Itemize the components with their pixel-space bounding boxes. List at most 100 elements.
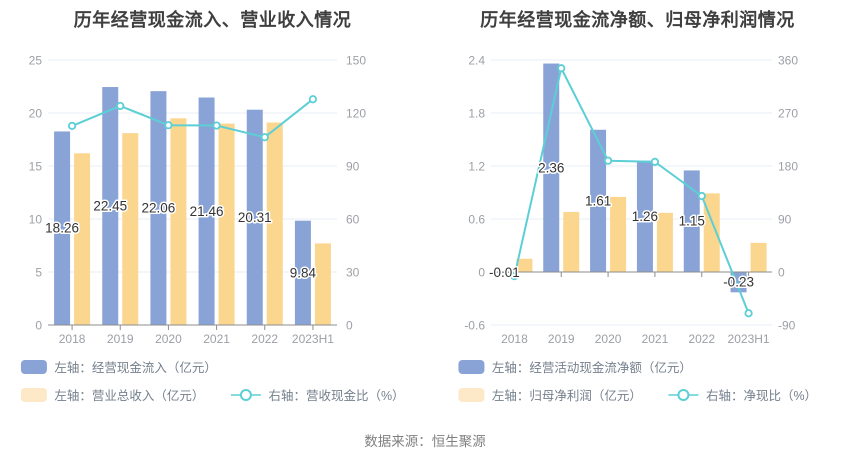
right-axis-tick-label: 120 <box>346 107 366 121</box>
data-source-caption: 数据来源：恒生聚源 <box>364 434 486 449</box>
value-labels: -0.01 2.36 1.61 1.26 1.15 -0.23 <box>488 159 756 291</box>
blue-bar <box>198 97 215 325</box>
line-point-marker <box>67 121 77 130</box>
left-axis-tick-label: 10 <box>29 213 43 227</box>
bar-value-label: 1.26 <box>632 209 658 224</box>
line-point-marker <box>308 95 318 104</box>
bar-value-label: 22.45 <box>93 199 127 214</box>
legend-item-cash-inflow[interactable]: 左轴：经营现金流入（亿元） <box>20 357 217 376</box>
gridlines: 2.4 360 1.8 270 1.2 180 0.6 90 0 0 -0.6 -90 <box>464 54 798 333</box>
bar-value-label: -0.01 <box>489 265 520 280</box>
yellow-swatch-icon <box>20 387 47 402</box>
line-point-marker <box>650 157 660 166</box>
ratio-line <box>513 67 750 314</box>
ratio-line-series <box>510 64 753 318</box>
legend-item-total-revenue[interactable]: 左轴：营业总收入（亿元） <box>20 385 204 404</box>
left-axis-tick-label: 0 <box>478 266 485 280</box>
line-point-marker <box>212 121 221 130</box>
line-point-marker <box>260 133 269 142</box>
yellow-bar <box>516 258 533 272</box>
category-label: 2018 <box>59 332 86 346</box>
category-label: 2020 <box>595 332 622 346</box>
yellow-bar <box>170 118 187 325</box>
right-axis-tick-label: 180 <box>778 160 798 174</box>
blue-bar-series <box>54 87 311 326</box>
category-label: 2019 <box>548 332 575 346</box>
right-axis-tick-label: -90 <box>778 319 796 333</box>
bar-value-label: 22.06 <box>142 201 176 216</box>
bar-value-label: 9.84 <box>290 265 317 280</box>
bar-value-label: 21.46 <box>190 204 224 219</box>
legend-label: 左轴：经营活动现金流净额（亿元） <box>491 361 692 375</box>
yellow-bar <box>218 123 235 325</box>
legend-item-net-cash-ratio[interactable]: 右轴：净现比（%） <box>667 385 817 404</box>
category-axis: 2018 2019 2020 2021 2022 2023H1 <box>491 271 772 346</box>
category-label: 2020 <box>155 332 182 346</box>
right-axis-tick-label: 90 <box>346 160 360 174</box>
category-label: 2023H1 <box>728 332 770 346</box>
blue-swatch-icon <box>20 359 47 374</box>
yellow-bar <box>266 122 283 325</box>
blue-bar <box>590 129 607 272</box>
right-chart-legend: 左轴：经营活动现金流净额（亿元） 左轴：归母净利润（亿元） 右轴：净现比（%） <box>457 357 817 404</box>
yellow-bar <box>563 211 580 272</box>
blue-bar <box>150 91 167 325</box>
line-point-marker <box>744 309 753 318</box>
value-labels: 18.26 22.45 22.06 21.46 20.31 9.84 <box>44 197 318 282</box>
category-label: 2019 <box>107 332 134 346</box>
yellow-bar <box>656 212 673 272</box>
legend-row: 左轴：经营活动现金流净额（亿元） <box>457 357 817 376</box>
right-axis-tick-label: 360 <box>778 54 798 68</box>
left-chart-legend: 左轴：经营现金流入（亿元） 左轴：营业总收入（亿元） 右轴：营收现金比（%） <box>20 357 405 404</box>
bar-value-label: 1.15 <box>679 214 705 229</box>
bar-value-label: 2.36 <box>538 160 564 175</box>
category-axis: 2018 2019 2020 2021 2022 2023H1 <box>48 324 337 346</box>
right-axis-tick-label: 150 <box>346 54 366 68</box>
blue-swatch-icon <box>457 359 484 374</box>
blue-bar <box>543 63 560 273</box>
ratio-line-series <box>67 95 318 142</box>
left-chart-title: 历年经营现金流入、营业收入情况 <box>73 10 352 30</box>
legend-row: 左轴：营业总收入（亿元） 右轴：营收现金比（%） <box>20 385 405 404</box>
bar-value-label: 20.31 <box>238 210 272 225</box>
yellow-swatch-icon <box>457 387 484 402</box>
right-axis-tick-label: 30 <box>346 266 360 280</box>
right-axis-tick-label: 0 <box>778 266 785 280</box>
left-chart-panel: 历年经营现金流入、营业收入情况 25 150 20 120 15 90 10 60 5 30 0 0 2… <box>20 10 405 404</box>
yellow-bar-series <box>516 193 767 272</box>
line-marker-icon <box>667 388 698 402</box>
category-label: 2022 <box>251 332 278 346</box>
legend-item-net-profit[interactable]: 左轴：归母净利润（亿元） <box>457 385 642 404</box>
legend-item-revenue-cash-ratio[interactable]: 右轴：营收现金比（%） <box>230 385 405 404</box>
legend-label: 左轴：归母净利润（亿元） <box>491 389 642 403</box>
line-point-marker <box>603 156 613 165</box>
right-axis-tick-label: 270 <box>778 107 798 121</box>
bar-value-label: -0.23 <box>723 275 754 290</box>
yellow-bar <box>750 242 767 272</box>
blue-bar <box>246 109 263 326</box>
left-axis-tick-label: 20 <box>29 107 43 121</box>
left-axis-tick-label: 1.2 <box>468 160 485 174</box>
legend-label: 左轴：营业总收入（亿元） <box>54 389 205 403</box>
left-axis-tick-label: 0 <box>35 319 42 333</box>
gridlines: 25 150 20 120 15 90 10 60 5 30 0 0 <box>29 54 367 333</box>
line-point-marker <box>697 191 706 201</box>
legend-row: 左轴：经营现金流入（亿元） <box>20 357 404 376</box>
line-point-marker <box>557 64 566 73</box>
right-chart-canvas: 2.4 360 1.8 270 1.2 180 0.6 90 0 0 -0.6 -90 2018 2019… <box>464 54 798 347</box>
bar-value-label: 1.61 <box>585 193 611 208</box>
category-label: 2023H1 <box>292 332 334 346</box>
right-axis-tick-label: 90 <box>778 213 792 227</box>
line-point-marker <box>116 101 125 111</box>
right-chart-title: 历年经营现金流净额、归母净利润情况 <box>480 10 795 30</box>
left-axis-tick-label: -0.6 <box>464 319 485 333</box>
legend-row: 左轴：归母净利润（亿元） 右轴：净现比（%） <box>457 385 817 404</box>
line-marker-icon <box>230 388 261 402</box>
left-axis-tick-label: 25 <box>29 54 43 68</box>
category-label: 2018 <box>501 332 528 346</box>
legend-item-net-operating-cashflow[interactable]: 左轴：经营活动现金流净额（亿元） <box>457 357 692 376</box>
category-label: 2022 <box>688 332 715 346</box>
left-axis-tick-label: 0.6 <box>468 213 485 227</box>
blue-bar-series <box>496 63 747 293</box>
